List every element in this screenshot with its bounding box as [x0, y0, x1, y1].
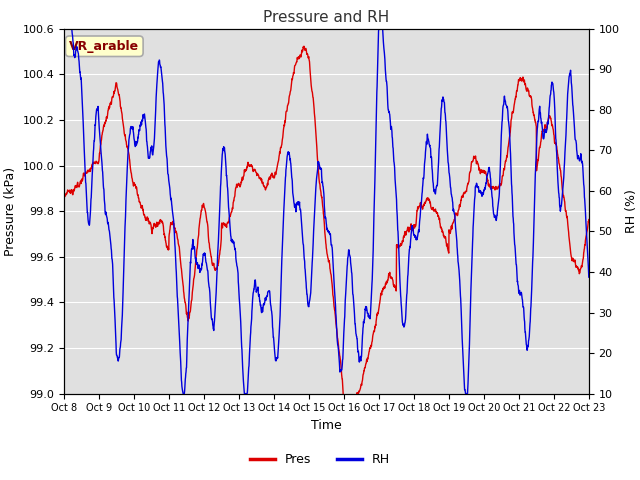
Legend: Pres, RH: Pres, RH	[245, 448, 395, 471]
Y-axis label: RH (%): RH (%)	[625, 189, 638, 233]
Y-axis label: Pressure (kPa): Pressure (kPa)	[4, 167, 17, 256]
X-axis label: Time: Time	[311, 419, 342, 432]
Title: Pressure and RH: Pressure and RH	[263, 10, 390, 25]
Text: VR_arable: VR_arable	[69, 40, 140, 53]
